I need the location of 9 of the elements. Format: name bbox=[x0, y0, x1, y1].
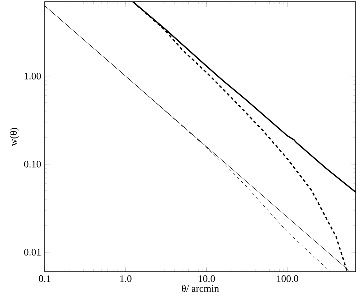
x-tick-label: 100.0 bbox=[277, 276, 298, 282]
x-tick-label: 1.0 bbox=[120, 276, 132, 282]
y-axis-title: w(θ) bbox=[10, 128, 20, 146]
y-tick-label: 0.01 bbox=[24, 249, 41, 256]
x-tick-label: 10.0 bbox=[198, 276, 216, 282]
y-tick-label: 0.10 bbox=[24, 161, 42, 168]
x-axis-title: θ/ arcmin bbox=[182, 285, 220, 292]
x-tick-label: 0.1 bbox=[39, 276, 51, 282]
y-tick-label: 1.00 bbox=[24, 73, 42, 80]
